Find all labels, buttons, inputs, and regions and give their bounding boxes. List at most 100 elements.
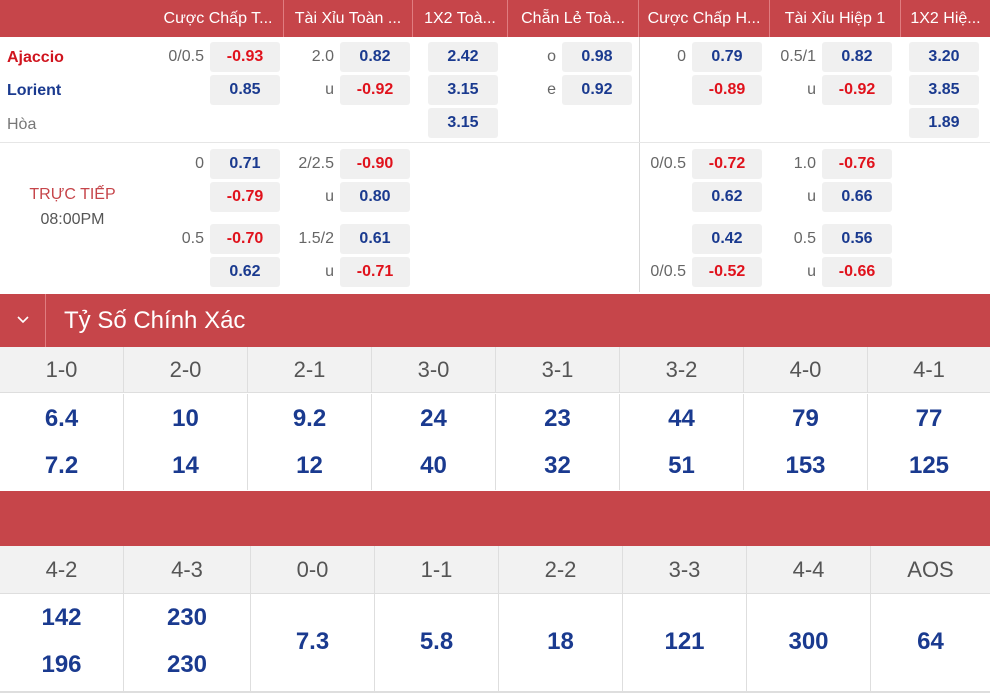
score-odds-value: 51	[668, 452, 695, 479]
home-team-name: Ajaccio	[7, 49, 64, 66]
section-divider-bar	[0, 491, 990, 546]
score-odds-cell[interactable]: 5.8	[375, 594, 499, 691]
score-labels-row: 1-0 2-0 2-1 3-0 3-1 3-2 4-0 4-1	[0, 347, 990, 393]
even-odds[interactable]: 0.92	[562, 75, 632, 105]
under-label: u	[325, 81, 334, 98]
h1-handicap-home-odds[interactable]: 0.79	[692, 42, 762, 72]
alt2-handicap-away-odds[interactable]: 0.62	[210, 257, 280, 287]
alt1-h1-under-label: u	[807, 188, 816, 205]
alt1-h1-handicap-away-odds[interactable]: 0.62	[692, 182, 762, 212]
1x2-home-odds[interactable]: 2.42	[428, 42, 498, 72]
score-odds-cell[interactable]: 79 153	[744, 394, 868, 490]
score-odds-cell[interactable]: 10 14	[124, 394, 248, 490]
score-odds-cell[interactable]: 142 196	[0, 594, 124, 691]
column-header-1x2-full[interactable]: 1X2 Toà...	[424, 10, 496, 27]
score-odds-cell[interactable]: 24 40	[372, 394, 496, 490]
alt2-h1-over-odds[interactable]: 0.56	[822, 224, 892, 254]
score-odds-value: 300	[788, 628, 829, 655]
score-odds-cell[interactable]: 6.4 7.2	[0, 394, 124, 490]
h1-over-odds[interactable]: 0.82	[822, 42, 892, 72]
h1-1x2-home-odds[interactable]: 3.20	[909, 42, 979, 72]
score-label: 4-1	[913, 357, 945, 382]
score-odds-cell[interactable]: 9.2 12	[248, 394, 372, 490]
score-odds-value: 23	[544, 405, 571, 432]
alt1-under-odds[interactable]: 0.80	[340, 182, 410, 212]
score-odds-value: 5.8	[419, 628, 454, 655]
h1-1x2-away-odds[interactable]: 3.85	[909, 75, 979, 105]
column-header-handicap-full[interactable]: Cược Chấp T...	[163, 10, 273, 27]
alt1-h1-over-under-line: 1.0	[793, 155, 816, 172]
correct-score-title: Tỷ Số Chính Xác	[64, 307, 246, 334]
score-label: AOS	[907, 557, 954, 582]
score-label: 1-0	[0, 347, 124, 393]
alt1-handicap-away-odds[interactable]: -0.79	[210, 182, 280, 212]
score-odds-value: 142	[41, 604, 82, 631]
alt2-handicap-line: 0.5	[181, 230, 204, 247]
alt2-over-odds[interactable]: 0.61	[340, 224, 410, 254]
alt2-over-under-line: 1.5/2	[298, 230, 334, 247]
row-divider	[0, 142, 990, 143]
score-odds-value: 7.3	[295, 628, 330, 655]
alt1-handicap-home-odds[interactable]: 0.71	[210, 149, 280, 179]
score-odds-cell[interactable]: 64	[871, 594, 990, 691]
alt1-handicap-line: 0	[195, 155, 204, 172]
h1-over-under-line: 0.5/1	[780, 48, 816, 65]
score-label: 3-2	[620, 347, 744, 393]
alt2-under-label: u	[325, 263, 334, 280]
alt2-handicap-home-odds[interactable]: -0.70	[210, 224, 280, 254]
h1-handicap-away-odds[interactable]: -0.89	[692, 75, 762, 105]
handicap-away-odds[interactable]: 0.85	[210, 75, 280, 105]
handicap-home-odds[interactable]: -0.93	[210, 42, 280, 72]
score-label: 2-1	[248, 347, 372, 393]
alt2-h1-under-odds[interactable]: -0.66	[822, 257, 892, 287]
collapse-toggle[interactable]	[0, 294, 46, 347]
score-odds-value: 7.2	[44, 452, 79, 479]
score-label: 3-1	[496, 347, 620, 393]
score-label: 2-0	[124, 347, 248, 393]
alt2-h1-handicap-away-odds[interactable]: -0.52	[692, 257, 762, 287]
half-divider	[639, 37, 640, 292]
score-odds-value: 12	[296, 452, 323, 479]
over-odds[interactable]: 0.82	[340, 42, 410, 72]
h1-under-odds[interactable]: -0.92	[822, 75, 892, 105]
score-odds-value: 125	[908, 452, 950, 479]
alt2-h1-handicap-home-odds[interactable]: 0.42	[692, 224, 762, 254]
h1-1x2-draw-odds[interactable]: 1.89	[909, 108, 979, 138]
alt1-h1-under-odds[interactable]: 0.66	[822, 182, 892, 212]
score-odds-cell[interactable]: 230 230	[124, 594, 251, 691]
column-header-1x2-h1[interactable]: 1X2 Hiệ...	[910, 10, 981, 27]
column-header-over-under-h1[interactable]: Tài Xỉu Hiệp 1	[784, 10, 886, 27]
bottom-border	[0, 691, 990, 693]
score-odds-cell[interactable]: 18	[499, 594, 623, 691]
score-odds-value: 230	[166, 651, 208, 678]
alt1-h1-over-odds[interactable]: -0.76	[822, 149, 892, 179]
1x2-draw-odds[interactable]: 3.15	[428, 108, 498, 138]
score-label: 4-2	[0, 546, 124, 594]
score-odds-cell[interactable]: 300	[747, 594, 871, 691]
chevron-down-icon	[17, 316, 29, 324]
score-labels-row-2: 4-2 4-3 0-0 1-1 2-2 3-3 4-4 AOS	[0, 546, 990, 594]
alt1-h1-handicap-home-odds[interactable]: -0.72	[692, 149, 762, 179]
score-odds-cell[interactable]: 121	[623, 594, 747, 691]
column-header-over-under-full[interactable]: Tài Xỉu Toàn ...	[294, 10, 402, 27]
alt2-under-odds[interactable]: -0.71	[340, 257, 410, 287]
1x2-away-odds[interactable]: 3.15	[428, 75, 498, 105]
column-header-handicap-h1[interactable]: Cược Chấp H...	[647, 10, 761, 27]
score-odds-value: 32	[544, 452, 571, 479]
odd-odds[interactable]: 0.98	[562, 42, 632, 72]
even-label: e	[547, 81, 556, 98]
under-odds[interactable]: -0.92	[340, 75, 410, 105]
score-odds-cell[interactable]: 44 51	[620, 394, 744, 490]
match-time: 08:00PM	[40, 211, 105, 228]
score-odds-value: 10	[172, 405, 199, 432]
alt1-over-odds[interactable]: -0.90	[340, 149, 410, 179]
alt2-h1-over-under-line: 0.5	[793, 230, 816, 247]
live-status: TRỰC TIẾP	[29, 186, 116, 203]
score-odds-cell[interactable]: 7.3	[251, 594, 375, 691]
score-odds-cell[interactable]: 23 32	[496, 394, 620, 490]
column-header-odd-even-full[interactable]: Chẵn Lẻ Toà...	[521, 10, 625, 27]
alt1-h1-handicap-line: 0/0.5	[650, 155, 686, 172]
score-odds-cell[interactable]: 77 125	[868, 394, 990, 490]
score-odds-value: 44	[668, 405, 695, 432]
score-odds-value: 196	[41, 651, 82, 678]
